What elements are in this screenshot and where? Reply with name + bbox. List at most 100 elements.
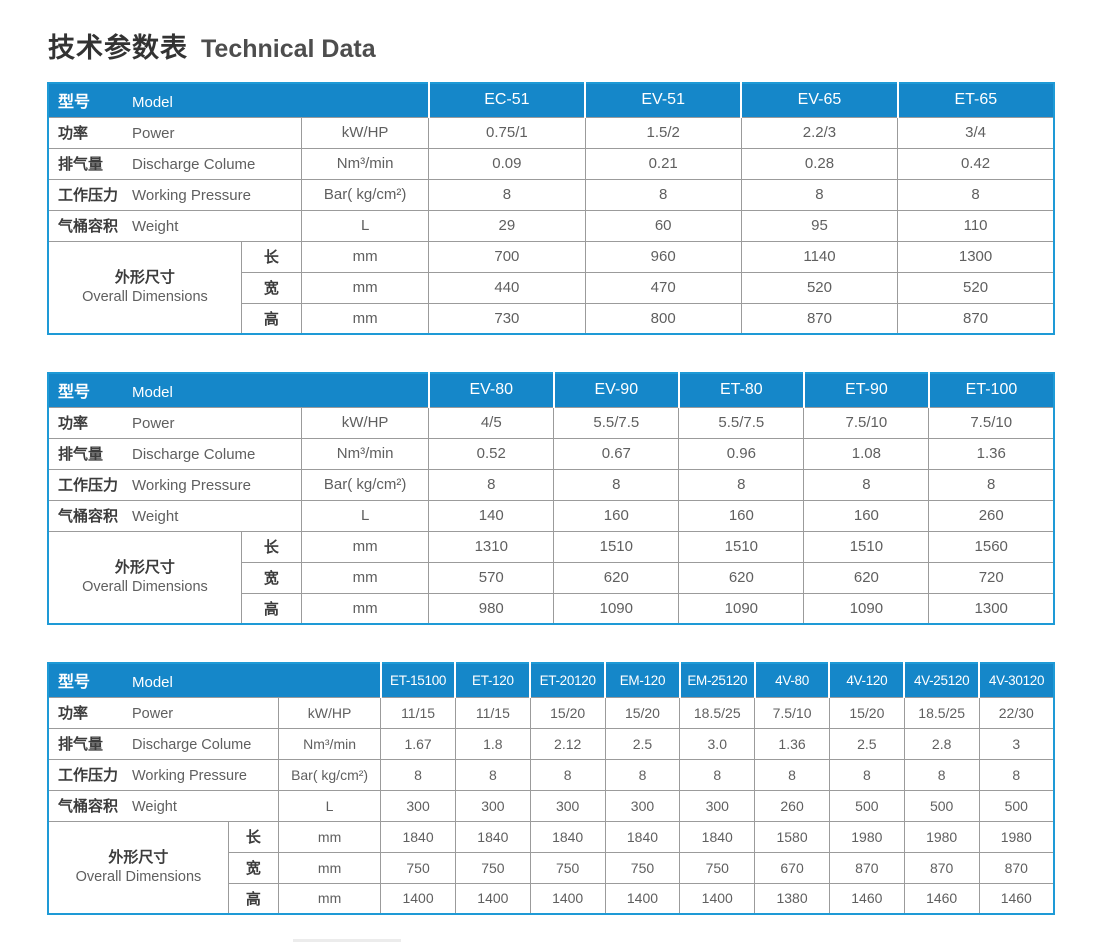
dimension-width-value: 870 [903,851,980,884]
weight-label: 气桶容积 Weight [47,789,279,822]
model-header-row: 型号 Model EV-80 EV-90 ET-80 ET-90 ET-100 [48,372,1055,408]
dimensions-label-zh: 外形尺寸 [108,849,169,867]
dimension-width-value: 720 [928,561,1055,594]
power-value: 7.5/10 [754,696,830,729]
dimension-height-value: 1090 [678,592,805,625]
power-label: 功率 Power [47,116,302,149]
discharge-unit: Nm³/min [300,147,430,180]
power-label-en: Power [132,706,174,722]
pressure-value: 8 [754,758,830,791]
dimension-height-unit: mm [300,592,430,625]
model-name: EC-51 [427,82,586,118]
dimension-length-value: 1840 [529,820,606,853]
pressure-unit: Bar( kg/cm²) [300,178,430,211]
discharge-label-zh: 排气量 [58,156,104,173]
pressure-value: 8 [428,178,586,211]
dimension-length-unit: mm [277,820,382,853]
dimension-height-row: 高 mm 1400 1400 1400 1400 1400 1380 1460 1460 1460 [48,882,1055,915]
pressure-value: 8 [428,468,555,501]
discharge-row: 排气量 Discharge Colume Nm³/min 0.52 0.67 0.96 1.… [47,437,1055,470]
discharge-row: 排气量 Discharge Colume Nm³/min 1.67 1.8 2.12 2.5… [47,727,1055,760]
model-name: EM-25120 [678,662,756,698]
page-title: 技术参数表 Technical Data [48,26,1100,65]
dimension-width-sublabel: 宽 [227,851,279,884]
discharge-label-zh: 排气量 [58,446,104,463]
dimension-height-value: 980 [428,592,555,625]
dimension-height-sublabel: 高 [240,592,302,625]
dimension-width-value: 620 [803,561,930,594]
dimension-height-value: 1460 [828,882,905,915]
pressure-value: 8 [897,178,1055,211]
model-name: ET-20120 [529,662,606,698]
model-name: ET-90 [802,372,930,408]
dimension-width-value: 620 [553,561,680,594]
model-header-label: 型号 Model [48,82,430,118]
pressure-value: 8 [803,468,930,501]
dimension-height-value: 1400 [604,882,681,915]
pressure-value: 8 [454,758,531,791]
weight-value: 500 [978,789,1055,822]
weight-row: 气桶容积 Weight L 300 300 300 300 300 260 500 500 500 [47,789,1055,822]
dimension-width-sublabel: 宽 [240,271,302,304]
discharge-value: 0.96 [678,437,805,470]
discharge-value: 0.09 [428,147,586,180]
weight-value: 60 [584,209,742,242]
pressure-row: 工作压力 Working Pressure Bar( kg/cm²) 8 8 8 8 8 8 8 8… [47,758,1055,791]
discharge-value: 1.08 [803,437,930,470]
weight-unit: L [277,789,382,822]
power-value: 3/4 [897,116,1055,149]
dimension-length-value: 1510 [678,530,805,563]
dimension-width-value: 750 [679,851,756,884]
discharge-label-en: Discharge Colume [132,737,252,753]
power-label-en: Power [132,125,175,142]
dimension-length-value: 1510 [553,530,680,563]
weight-row: 气桶容积 Weight L 140 160 160 160 260 [47,499,1055,532]
power-value: 5.5/7.5 [678,406,805,439]
model-label-zh: 型号 [58,674,91,692]
dimension-length-value: 1510 [803,530,930,563]
dimension-height-sublabel: 高 [227,882,279,915]
power-label: 功率 Power [47,406,302,439]
model-label-en: Model [132,94,173,112]
dimension-height-value: 1400 [679,882,756,915]
weight-label: 气桶容积 Weight [47,209,302,242]
pressure-value: 8 [903,758,980,791]
model-name: EM-120 [604,662,681,698]
model-header-row: 型号 Model EC-51 EV-51 EV-65 ET-65 [48,82,1055,118]
model-header-row: 型号 Model ET-15100 ET-120 ET-20120 EM-120 EM-25… [48,662,1055,698]
power-label: 功率 Power [47,696,279,729]
tables-area: 型号 Model EC-51 EV-51 EV-65 ET-65 功率 Power kW/HP 0… [47,82,1100,915]
dimension-width-row: 宽 mm 440 470 520 520 [48,271,1055,304]
dimension-length-row: 外形尺寸 Overall Dimensions 长 mm 1840 1840 1840 184… [47,820,1055,915]
model-name: ET-120 [454,662,531,698]
model-name: 4V-30120 [978,662,1055,698]
dimension-length-value: 960 [584,240,742,273]
weight-unit: L [300,209,430,242]
page-title-zh: 技术参数表 [48,33,188,63]
model-name: EV-80 [427,372,555,408]
page-title-en: Technical Data [201,35,376,63]
power-value: 15/20 [828,696,905,729]
dimension-length-row: 外形尺寸 Overall Dimensions 长 mm 700 960 1140 1300 [47,240,1055,335]
dimension-height-value: 1380 [754,882,830,915]
dimension-height-row: 高 mm 980 1090 1090 1090 1300 [48,592,1055,625]
weight-value: 300 [454,789,531,822]
dimension-width-value: 570 [428,561,555,594]
power-label-zh: 功率 [58,705,89,722]
discharge-label-en: Discharge Colume [132,446,256,463]
discharge-value: 1.67 [380,727,456,760]
dimension-width-value: 670 [754,851,830,884]
pressure-value: 8 [604,758,681,791]
dimension-height-unit: mm [300,302,430,335]
weight-value: 300 [529,789,606,822]
pressure-label-zh: 工作压力 [58,767,119,784]
dimension-length-value: 700 [428,240,586,273]
dimensions-label-en: Overall Dimensions [82,578,208,595]
discharge-value: 3 [978,727,1055,760]
dimension-width-value: 870 [828,851,905,884]
weight-value: 500 [903,789,980,822]
pressure-value: 8 [678,468,805,501]
dimension-width-value: 520 [897,271,1055,304]
dimension-width-value: 470 [584,271,742,304]
discharge-value: 0.28 [740,147,899,180]
